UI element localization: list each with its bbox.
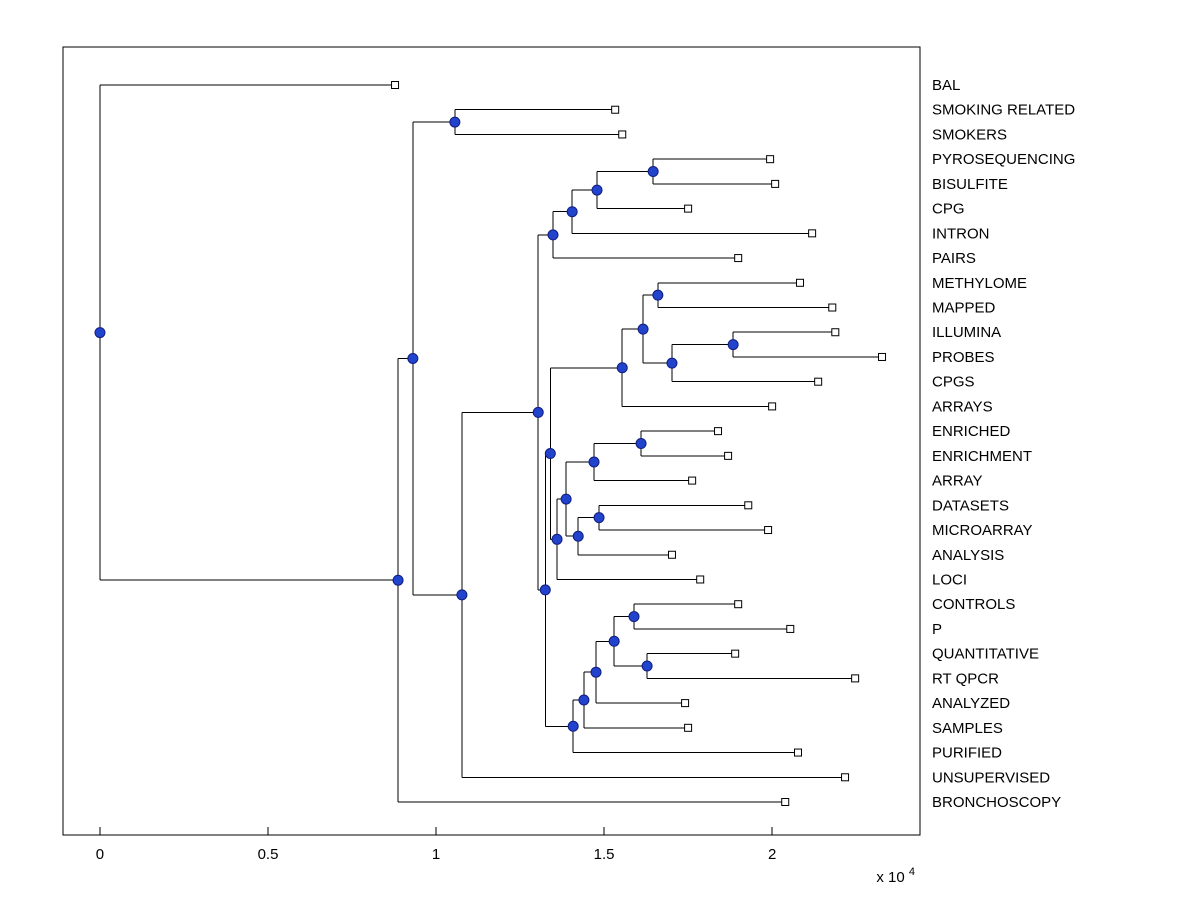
leaf-label: ILLUMINA — [932, 324, 1001, 341]
leaf-label: DATASETS — [932, 497, 1009, 514]
x-axis-tick-label: 2 — [768, 846, 776, 863]
cluster-node-marker — [572, 530, 584, 542]
cluster-node-marker — [560, 493, 572, 505]
cluster-node-marker — [647, 166, 659, 178]
cluster-node-marker — [449, 116, 461, 128]
leaf-label: CONTROLS — [932, 596, 1015, 613]
leaf-label: ANALYZED — [932, 695, 1010, 712]
leaf-label: BAL — [932, 77, 960, 94]
leaf-marker — [611, 105, 620, 114]
cluster-node-marker — [539, 584, 551, 596]
leaf-marker — [734, 600, 743, 609]
leaf-marker — [794, 748, 803, 757]
leaf-label: SMOKING RELATED — [932, 102, 1075, 119]
cluster-node-marker — [94, 327, 106, 339]
cluster-node-marker — [727, 339, 739, 351]
leaf-marker — [878, 352, 887, 361]
leaf-marker — [781, 798, 790, 806]
x-axis-tick-label: 0 — [96, 846, 104, 863]
x-axis-tick-label: 1.5 — [594, 846, 615, 863]
x-axis-tick-label: 0.5 — [258, 846, 279, 863]
leaf-label: INTRON — [932, 225, 990, 242]
leaf-marker — [724, 451, 733, 460]
cluster-node-marker — [593, 512, 605, 524]
leaf-marker — [667, 550, 676, 559]
leaf-marker — [768, 402, 777, 411]
leaf-marker — [771, 179, 780, 188]
leaf-label: ANALYSIS — [932, 547, 1004, 564]
cluster-node-marker — [641, 660, 653, 672]
leaf-label: ENRICHED — [932, 423, 1011, 440]
leaf-marker — [731, 649, 740, 658]
leaf-marker — [831, 328, 840, 337]
cluster-node-marker — [567, 720, 579, 732]
cluster-node-marker — [591, 184, 603, 196]
leaf-label: PYROSEQUENCING — [932, 151, 1075, 168]
cluster-node-marker — [566, 206, 578, 218]
cluster-node-marker — [666, 357, 678, 369]
leaf-label: PURIFIED — [932, 745, 1002, 762]
cluster-node-marker — [588, 456, 600, 468]
cluster-node-marker — [551, 533, 563, 545]
leaf-label: BISULFITE — [932, 176, 1008, 193]
cluster-node-marker — [456, 589, 468, 601]
leaf-label: QUANTITATIVE — [932, 646, 1039, 663]
cluster-node-marker — [608, 635, 620, 647]
leaf-marker — [744, 501, 753, 510]
leaf-marker — [714, 427, 723, 436]
leaf-label: CPGS — [932, 374, 975, 391]
leaf-marker — [814, 377, 823, 386]
leaf-label: BRONCHOSCOPY — [932, 794, 1061, 811]
cluster-node-marker — [635, 438, 647, 449]
leaf-label: ARRAY — [932, 473, 983, 490]
leaf-marker — [764, 526, 773, 535]
cluster-node-marker — [547, 229, 559, 241]
leaf-marker — [688, 476, 697, 485]
leaf-label: P — [932, 621, 942, 638]
leaf-marker — [841, 773, 850, 782]
cluster-node-marker — [628, 611, 640, 623]
cluster-node-marker — [532, 406, 544, 418]
leaf-label: MAPPED — [932, 300, 996, 317]
leaf-marker — [808, 229, 817, 238]
leaf-marker — [766, 155, 775, 164]
cluster-node-marker — [392, 574, 404, 586]
cluster-node-marker — [590, 666, 602, 678]
leaf-marker — [681, 699, 690, 708]
leaf-label: ENRICHMENT — [932, 448, 1032, 465]
leaf-marker — [391, 81, 400, 89]
plot-box — [62, 46, 921, 836]
cluster-node-marker — [544, 448, 556, 460]
leaf-label: LOCI — [932, 571, 967, 588]
leaf-marker — [796, 278, 805, 287]
leaf-marker — [684, 204, 693, 213]
leaf-label: PAIRS — [932, 250, 976, 267]
leaf-marker — [696, 575, 705, 584]
leaf-marker — [786, 624, 795, 633]
leaf-marker — [734, 254, 743, 263]
leaf-label: RT QPCR — [932, 670, 999, 687]
leaf-label: SAMPLES — [932, 720, 1003, 737]
cluster-node-marker — [652, 289, 664, 301]
leaf-marker — [851, 674, 860, 683]
leaf-label: METHYLOME — [932, 275, 1027, 292]
leaf-label: UNSUPERVISED — [932, 769, 1050, 786]
leaf-label: ARRAYS — [932, 398, 993, 415]
leaf-marker — [828, 303, 837, 312]
leaf-marker — [618, 130, 627, 139]
x-axis-multiplier-label: x 10 4 — [876, 866, 915, 886]
leaf-label: SMOKERS — [932, 126, 1007, 143]
cluster-node-marker — [407, 352, 419, 364]
leaf-marker — [684, 723, 693, 732]
x-axis-tick-label: 1 — [432, 846, 440, 863]
leaf-label: PROBES — [932, 349, 995, 366]
leaf-label: MICROARRAY — [932, 522, 1033, 539]
cluster-node-marker — [637, 323, 649, 335]
cluster-node-marker — [616, 362, 628, 374]
cluster-node-marker — [578, 694, 590, 706]
leaf-label: CPG — [932, 201, 965, 218]
